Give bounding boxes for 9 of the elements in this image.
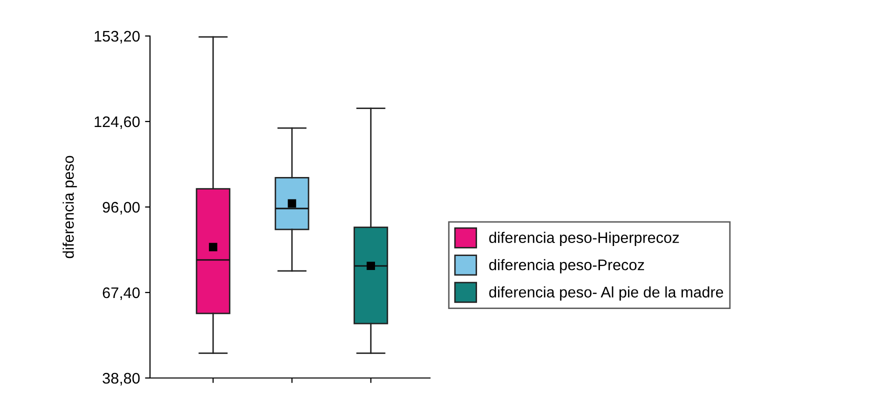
y-tick-label: 67,40 xyxy=(102,287,140,300)
y-axis-title: diferencia peso xyxy=(62,156,77,258)
y-tick-label: 96,00 xyxy=(102,202,140,214)
y-tick-label: 38,80 xyxy=(102,372,140,386)
legend-label: diferencia peso- Al pie de la madre xyxy=(489,286,724,301)
y-tick-label: 153,20 xyxy=(94,30,140,44)
legend-label: diferencia peso-Precoz xyxy=(489,259,644,274)
legend-label: diferencia peso-Hiperprecoz xyxy=(489,232,679,246)
y-tick-label: 124,60 xyxy=(94,116,140,129)
